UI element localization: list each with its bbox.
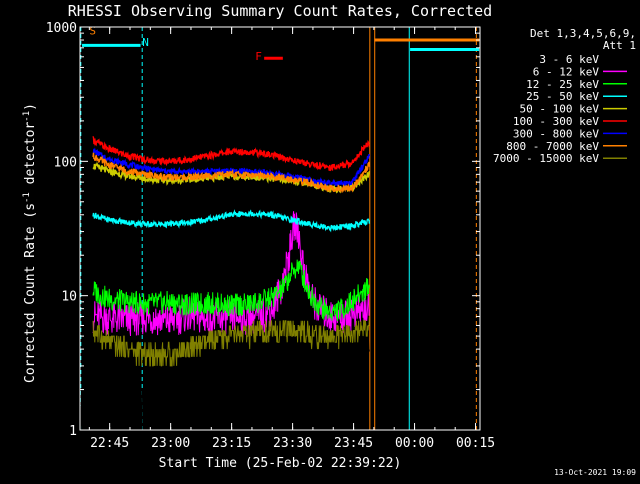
y-axis-label: Corrected Count Rate (s-1 detector-1) xyxy=(22,103,38,383)
axes: 22:45 23:00 23:15 23:30 23:45 00:00 00:15 1 10 10… xyxy=(46,21,495,451)
y-axis-label-sup1: -1 xyxy=(22,192,32,203)
legend-label-3: 25 - 50 keV xyxy=(526,90,599,103)
series-line-7000-15000-kev xyxy=(92,316,370,367)
x-tick-label-6: 00:15 xyxy=(456,436,495,451)
annotation-n: N xyxy=(142,36,149,49)
legend-label-6: 300 - 800 keV xyxy=(513,127,599,140)
legend-header-1: Att 1 xyxy=(603,39,636,52)
legend-header-0: Det 1,3,4,5,6,9, xyxy=(530,27,636,40)
series-line-800-7000-kev xyxy=(92,152,371,193)
x-tick-label-3: 23:30 xyxy=(273,436,312,451)
x-tick-label-4: 23:45 xyxy=(334,436,373,451)
legend-label-8: 7000 - 15000 keV xyxy=(493,152,599,165)
y-axis-label-mid: detector xyxy=(23,122,38,193)
legend-label-1: 6 - 12 keV xyxy=(533,65,600,78)
y-tick-label-1: 10 xyxy=(61,290,77,305)
plot-clip-group xyxy=(80,27,480,430)
legend-label-4: 50 - 100 keV xyxy=(520,103,600,116)
y-axis-label-sup2: -1 xyxy=(22,111,32,122)
legend-label-2: 12 - 25 keV xyxy=(526,78,599,91)
x-tick-label-0: 22:45 xyxy=(90,436,129,451)
x-tick-label-5: 00:00 xyxy=(395,436,434,451)
legend-label-5: 100 - 300 keV xyxy=(513,115,599,128)
plot-area: S N F xyxy=(80,24,480,430)
legend-label-7: 800 - 7000 keV xyxy=(506,140,599,153)
annotation-f: F xyxy=(255,50,262,63)
annotation-s: S xyxy=(89,24,96,37)
legend-label-0: 3 - 6 keV xyxy=(539,53,599,66)
series-line-3-6-kev xyxy=(80,340,370,430)
series-line-12-25-kev xyxy=(92,259,370,322)
chart-title: RHESSI Observing Summary Count Rates, Co… xyxy=(68,2,492,20)
x-tick-label-2: 23:15 xyxy=(212,436,251,451)
footer-timestamp: 13-Oct-2021 19:09 xyxy=(554,468,636,477)
y-axis-label-main: Corrected Count Rate (s xyxy=(23,203,38,383)
series-line-100-300-kev xyxy=(92,136,371,172)
y-tick-label-3: 1000 xyxy=(46,21,77,36)
y-axis-label-end: ) xyxy=(23,103,38,111)
x-tick-label-1: 23:00 xyxy=(151,436,190,451)
y-tick-label-2: 100 xyxy=(54,155,77,170)
plot-frame xyxy=(79,26,481,431)
y-tick-label-0: 1 xyxy=(69,424,77,439)
x-axis-label: Start Time (25-Feb-02 22:39:22) xyxy=(159,456,402,471)
series-line-25-50-kev xyxy=(92,209,371,233)
series-line-300-800-kev xyxy=(92,147,371,188)
